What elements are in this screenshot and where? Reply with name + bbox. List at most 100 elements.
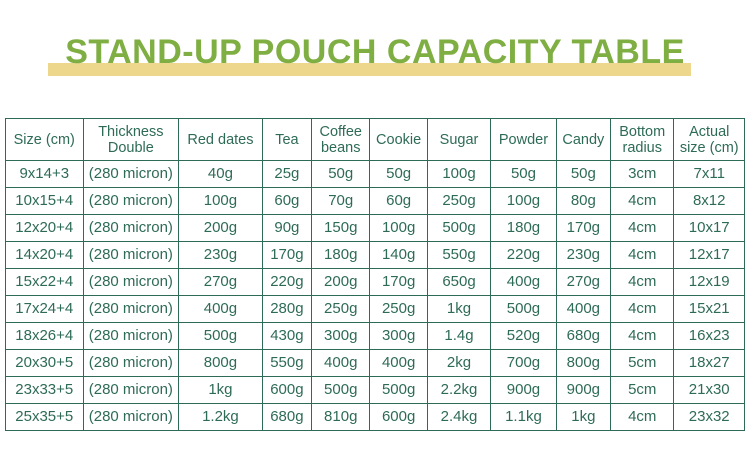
column-header: Actual size (cm) bbox=[673, 118, 745, 161]
table-cell: 220g bbox=[490, 241, 557, 269]
table-cell: 25x35+5 bbox=[5, 403, 84, 431]
table-cell: 170g bbox=[261, 241, 313, 269]
table-cell: 50g bbox=[490, 160, 557, 188]
table-cell: 300g bbox=[311, 322, 371, 350]
title-underline-bar bbox=[48, 63, 691, 76]
table-cell: 1kg bbox=[555, 403, 612, 431]
table-cell: 180g bbox=[311, 241, 371, 269]
table-cell: 500g bbox=[369, 376, 428, 404]
table-cell: 14x20+4 bbox=[5, 241, 84, 269]
table-cell: 550g bbox=[426, 241, 492, 269]
table-cell: 900g bbox=[555, 376, 612, 404]
table-cell: 50g bbox=[369, 160, 428, 188]
table-cell: 300g bbox=[369, 322, 428, 350]
table-cell: 1kg bbox=[426, 295, 492, 323]
page-header: STAND-UP POUCH CAPACITY TABLE bbox=[0, 30, 750, 80]
table-cell: 20x30+5 bbox=[5, 349, 84, 377]
column-header: Candy bbox=[555, 118, 612, 161]
table-cell: 23x32 bbox=[673, 403, 745, 431]
table-cell: 16x23 bbox=[673, 322, 745, 350]
column-header: Cookie bbox=[369, 118, 428, 161]
table-cell: 10x15+4 bbox=[5, 187, 84, 215]
table-cell: 80g bbox=[555, 187, 612, 215]
table-cell: 2.4kg bbox=[426, 403, 492, 431]
table-cell: 900g bbox=[490, 376, 557, 404]
table-body: 9x14+3 (280 micron) 40g 25g 50g 50g 100g 50g 50g… bbox=[5, 160, 745, 431]
table-cell: (280 micron) bbox=[82, 268, 180, 296]
table-cell: 400g bbox=[369, 349, 428, 377]
table-cell: 800g bbox=[555, 349, 612, 377]
table-cell: 650g bbox=[426, 268, 492, 296]
table-cell: 550g bbox=[261, 349, 313, 377]
table-cell: 680g bbox=[261, 403, 313, 431]
page-title: STAND-UP POUCH CAPACITY TABLE bbox=[65, 33, 685, 71]
column-header: Size (cm) bbox=[5, 118, 84, 161]
table-cell: 4cm bbox=[610, 187, 675, 215]
table-cell: 500g bbox=[311, 376, 371, 404]
table-cell: 200g bbox=[178, 214, 263, 242]
table-cell: 500g bbox=[426, 214, 492, 242]
table-cell: 100g bbox=[490, 187, 557, 215]
table-cell: 40g bbox=[178, 160, 263, 188]
table-cell: 800g bbox=[178, 349, 263, 377]
table-cell: 2.2kg bbox=[426, 376, 492, 404]
table-row: 14x20+4 (280 micron) 230g 170g 180g 140g 550g 2… bbox=[5, 241, 745, 269]
table-row: 9x14+3 (280 micron) 40g 25g 50g 50g 100g 50g 50g… bbox=[5, 160, 745, 188]
table-cell: (280 micron) bbox=[82, 322, 180, 350]
column-header: Bottom radius bbox=[610, 118, 675, 161]
table-cell: 400g bbox=[178, 295, 263, 323]
table-cell: 100g bbox=[426, 160, 492, 188]
table-cell: 18x26+4 bbox=[5, 322, 84, 350]
table-cell: (280 micron) bbox=[82, 160, 180, 188]
table-cell: 180g bbox=[490, 214, 557, 242]
table-cell: 23x33+5 bbox=[5, 376, 84, 404]
table-cell: 600g bbox=[261, 376, 313, 404]
table-cell: 5cm bbox=[610, 349, 675, 377]
table-row: 15x22+4 (280 micron) 270g 220g 200g 170g 650g 4… bbox=[5, 268, 745, 296]
table-cell: 12x20+4 bbox=[5, 214, 84, 242]
table-cell: 4cm bbox=[610, 403, 675, 431]
table-cell: 400g bbox=[490, 268, 557, 296]
table-cell: 220g bbox=[261, 268, 313, 296]
table-cell: 70g bbox=[311, 187, 371, 215]
table-cell: 4cm bbox=[610, 268, 675, 296]
table-cell: 230g bbox=[178, 241, 263, 269]
table-cell: 60g bbox=[261, 187, 313, 215]
table-cell: 21x30 bbox=[673, 376, 745, 404]
table-cell: 4cm bbox=[610, 295, 675, 323]
table-cell: 520g bbox=[490, 322, 557, 350]
table-cell: 4cm bbox=[610, 214, 675, 242]
table-cell: 1.2kg bbox=[178, 403, 263, 431]
table-row: 10x15+4 (280 micron) 100g 60g 70g 60g 250g 100g… bbox=[5, 187, 745, 215]
table-cell: 9x14+3 bbox=[5, 160, 84, 188]
table-cell: 15x22+4 bbox=[5, 268, 84, 296]
table-row: 12x20+4 (280 micron) 200g 90g 150g 100g 500g 18… bbox=[5, 214, 745, 242]
table-cell: (280 micron) bbox=[82, 403, 180, 431]
table-cell: (280 micron) bbox=[82, 241, 180, 269]
table-cell: (280 micron) bbox=[82, 376, 180, 404]
table-cell: 90g bbox=[261, 214, 313, 242]
table-cell: 600g bbox=[369, 403, 428, 431]
table-cell: 50g bbox=[311, 160, 371, 188]
table-cell: 270g bbox=[555, 268, 612, 296]
table-cell: 500g bbox=[490, 295, 557, 323]
table-cell: 8x12 bbox=[673, 187, 745, 215]
column-header: Tea bbox=[261, 118, 313, 161]
table-cell: 170g bbox=[369, 268, 428, 296]
table-cell: 430g bbox=[261, 322, 313, 350]
table-cell: 5cm bbox=[610, 376, 675, 404]
table-cell: 4cm bbox=[610, 322, 675, 350]
table-row: 23x33+5 (280 micron) 1kg 600g 500g 500g 2.2kg 9… bbox=[5, 376, 745, 404]
table-row: 20x30+5 (280 micron) 800g 550g 400g 400g 2kg 70… bbox=[5, 349, 745, 377]
table-cell: 100g bbox=[369, 214, 428, 242]
capacity-table: Size (cm) Thickness Double Red dates Tea Cof… bbox=[5, 118, 745, 431]
table-cell: 500g bbox=[178, 322, 263, 350]
table-cell: 150g bbox=[311, 214, 371, 242]
table-cell: 3cm bbox=[610, 160, 675, 188]
table-cell: 10x17 bbox=[673, 214, 745, 242]
table-row: 18x26+4 (280 micron) 500g 430g 300g 300g 1.4g 5… bbox=[5, 322, 745, 350]
table-header-row: Size (cm) Thickness Double Red dates Tea Cof… bbox=[5, 118, 745, 161]
table-cell: 230g bbox=[555, 241, 612, 269]
column-header: Coffee beans bbox=[311, 118, 371, 161]
table-cell: (280 micron) bbox=[82, 295, 180, 323]
